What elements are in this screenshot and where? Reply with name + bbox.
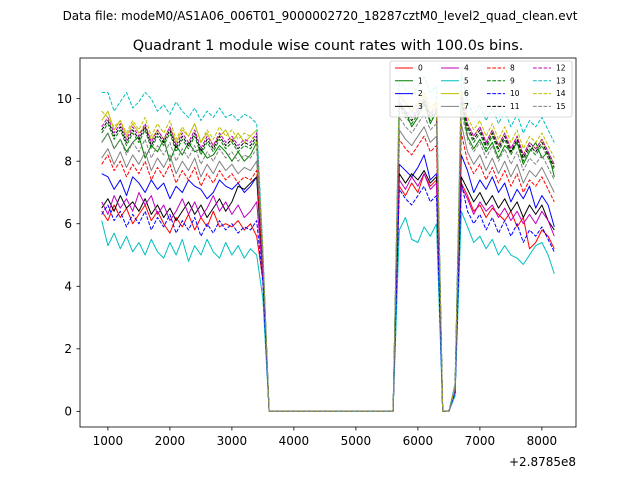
legend-label-1: 1 <box>418 76 423 85</box>
chart-title: Quadrant 1 module wise count rates with … <box>133 38 524 54</box>
y-tick-label: 4 <box>64 280 72 294</box>
legend-label-6: 6 <box>464 89 469 98</box>
legend-label-7: 7 <box>464 102 469 111</box>
legend-label-13: 13 <box>556 76 566 85</box>
x-tick-label: 7000 <box>465 434 496 448</box>
y-axis: 0 2 4 6 8 10 <box>57 92 80 419</box>
plot-area <box>101 73 555 412</box>
figure-suptitle: Data file: modeM0/AS1A06_006T01_90000027… <box>63 9 578 23</box>
legend-label-11: 11 <box>510 102 520 111</box>
x-offset-label: +2.8785e8 <box>509 455 576 469</box>
plot-frame <box>79 57 577 428</box>
y-tick-label: 8 <box>64 154 72 168</box>
x-tick-label: 2000 <box>155 434 186 448</box>
y-tick-label: 0 <box>64 405 72 419</box>
legend-label-9: 9 <box>510 76 515 85</box>
x-tick-label: 6000 <box>403 434 434 448</box>
legend-label-4: 4 <box>464 64 469 73</box>
series-lines <box>101 73 555 412</box>
x-tick-label: 3000 <box>217 434 248 448</box>
legend-label-2: 2 <box>418 89 423 98</box>
legend-frame <box>389 60 573 118</box>
series-line-15 <box>101 110 555 412</box>
legend-label-3: 3 <box>418 102 423 111</box>
legend-label-5: 5 <box>464 76 469 85</box>
legend-label-14: 14 <box>556 89 566 98</box>
legend-label-15: 15 <box>556 102 566 111</box>
x-tick-label: 8000 <box>527 434 558 448</box>
legend-label-10: 10 <box>510 89 520 98</box>
x-tick-label: 1000 <box>93 434 124 448</box>
x-tick-label: 5000 <box>341 434 372 448</box>
y-tick-label: 6 <box>64 217 72 231</box>
series-line-8 <box>101 132 555 412</box>
y-tick-label: 2 <box>64 342 72 356</box>
y-tick-label: 10 <box>57 92 72 106</box>
x-axis: 1000 2000 3000 4000 5000 6000 7000 8000 <box>93 427 558 448</box>
legend-label-8: 8 <box>510 64 515 73</box>
legend-label-0: 0 <box>418 64 423 73</box>
series-line-9 <box>101 101 555 412</box>
legend-label-12: 12 <box>556 64 566 73</box>
x-tick-label: 4000 <box>279 434 310 448</box>
